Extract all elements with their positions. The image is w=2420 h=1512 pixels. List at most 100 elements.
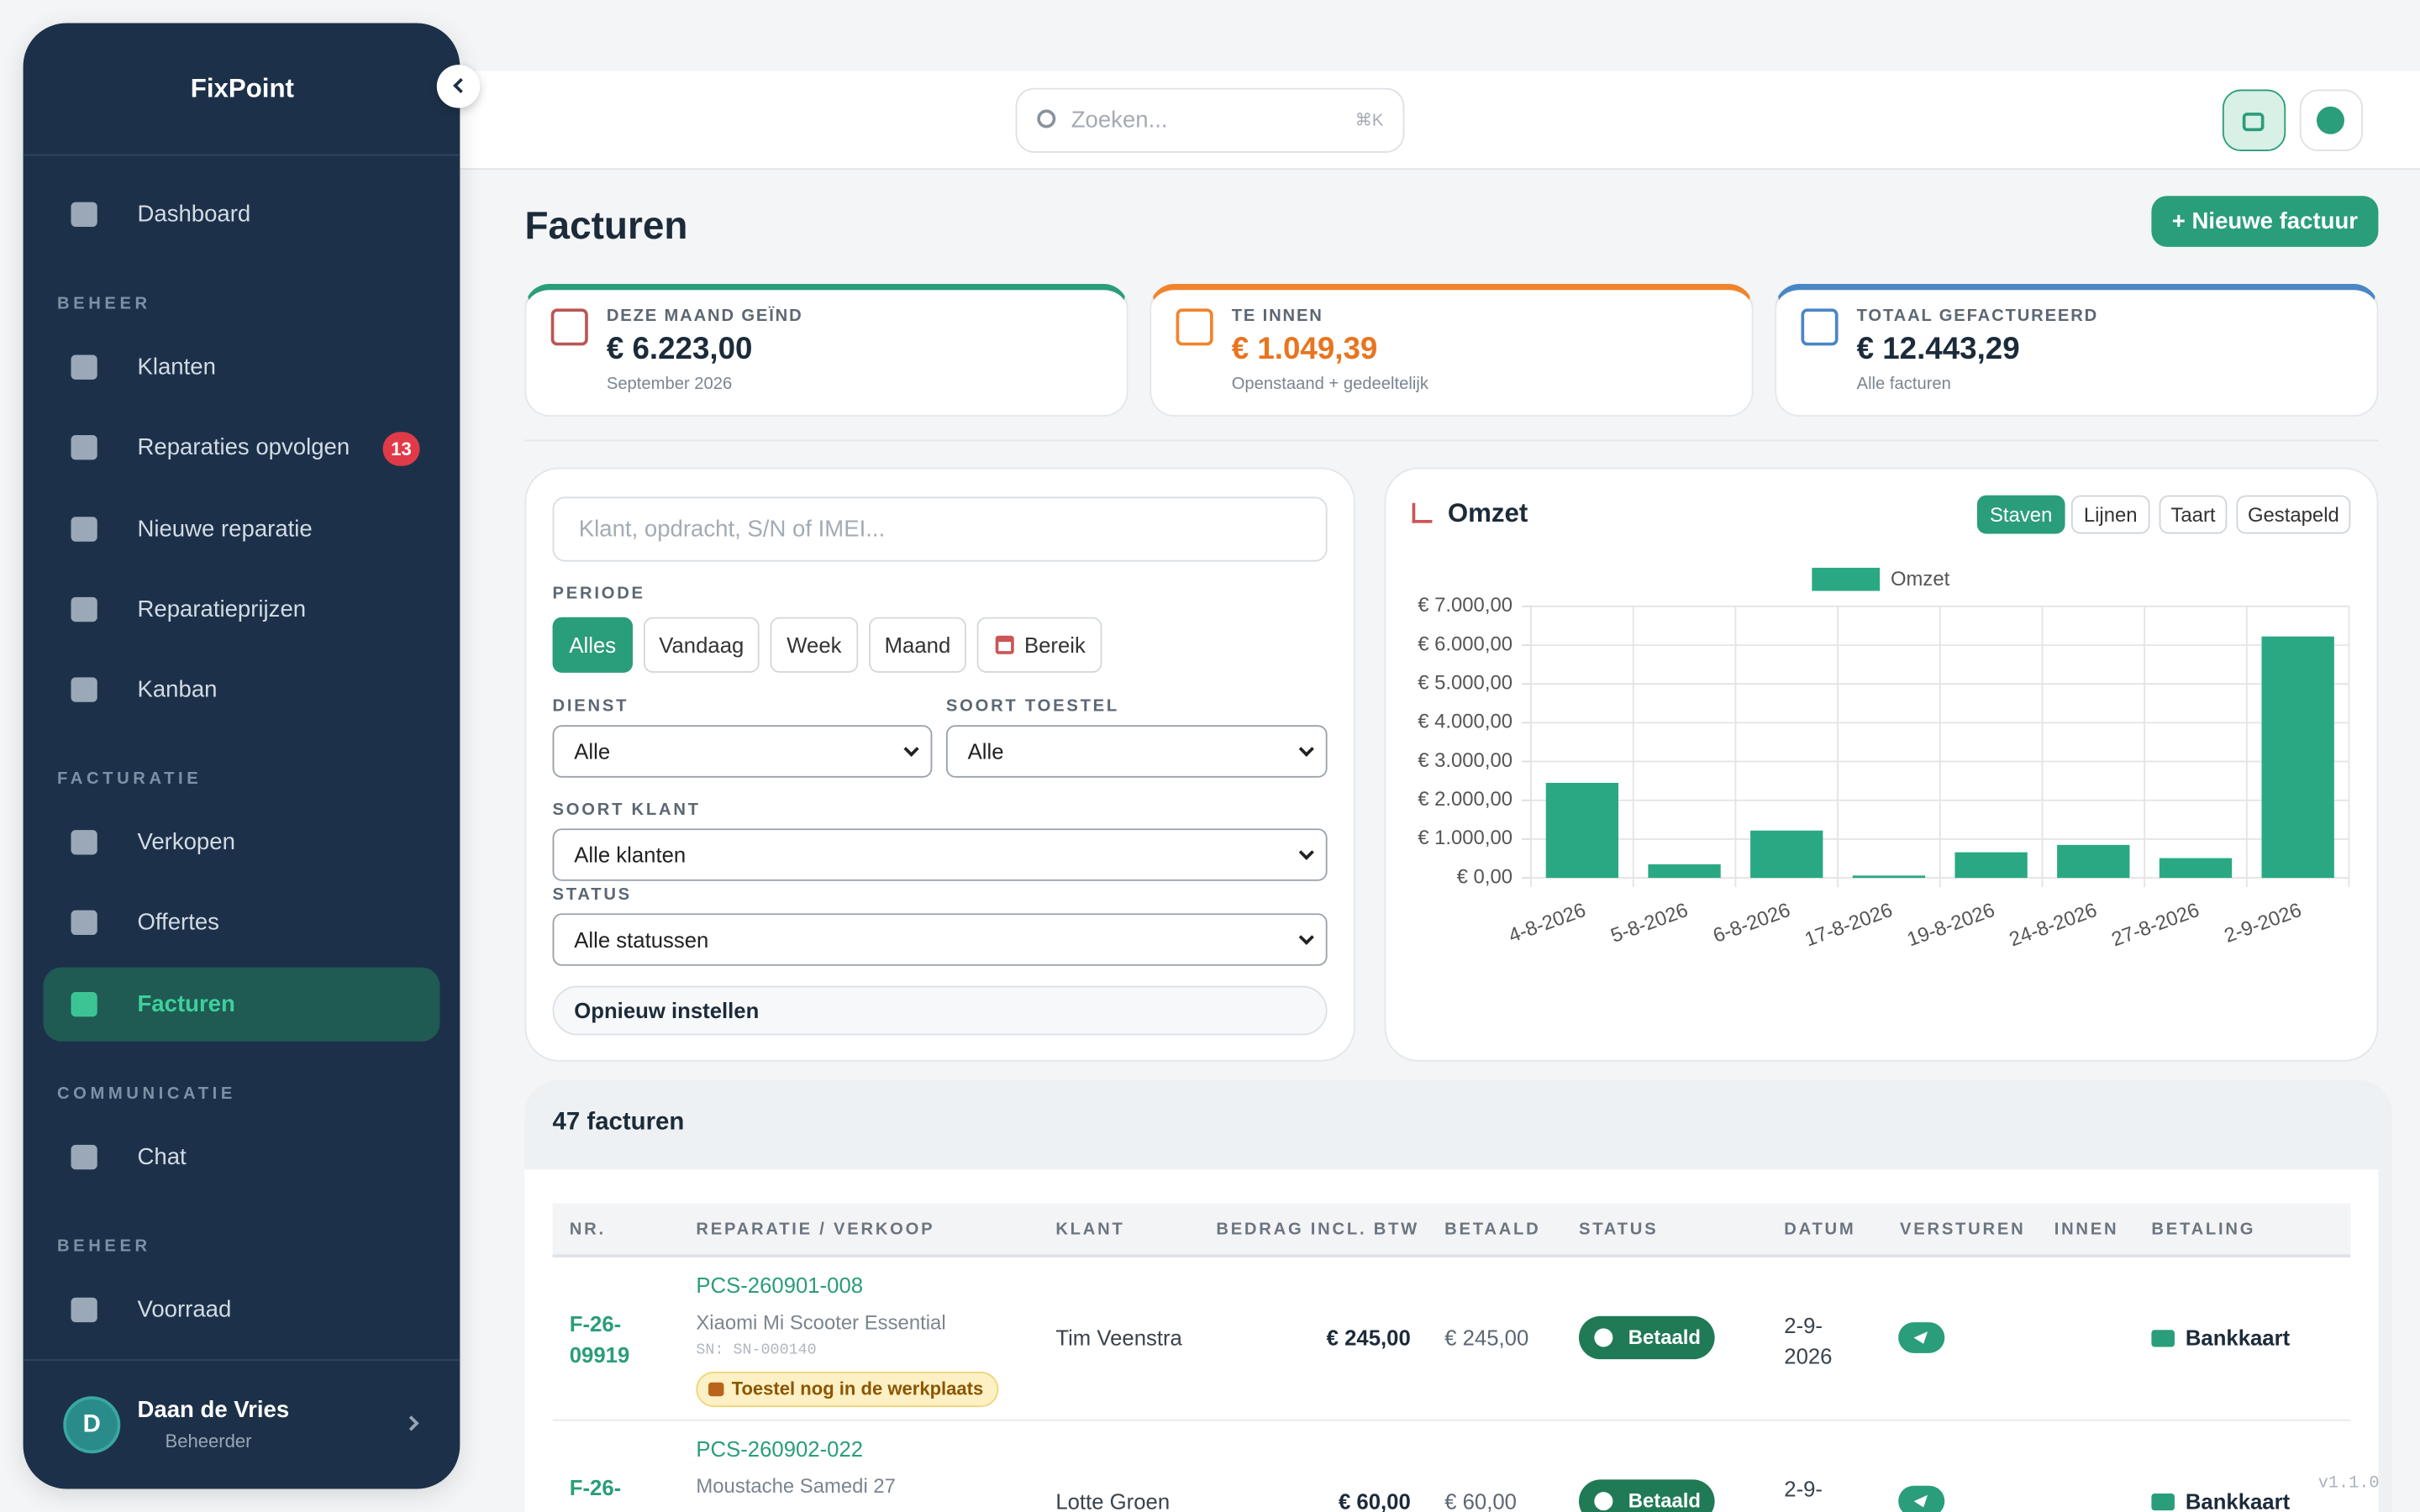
filter-search[interactable] bbox=[552, 496, 1328, 562]
sidebar-divider bbox=[23, 1359, 460, 1362]
chart-title: Omzet bbox=[1447, 498, 1528, 528]
nav-item[interactable]: Offertes bbox=[137, 910, 219, 937]
chart-type-button[interactable]: Taart bbox=[2159, 495, 2228, 534]
period-button[interactable]: Maand bbox=[869, 617, 966, 673]
chart-icon bbox=[1412, 502, 1433, 523]
avatar[interactable]: D bbox=[63, 1396, 121, 1454]
column-header: BEDRAG INCL. BTW bbox=[1216, 1220, 1419, 1239]
period-button[interactable]: Vandaag bbox=[643, 617, 760, 673]
date: 2-9-2026 bbox=[1784, 1313, 1833, 1369]
nav-item[interactable]: Voorraad bbox=[137, 1296, 232, 1324]
nav-item[interactable]: Dashboard bbox=[137, 201, 251, 228]
chart-type-button[interactable]: Staven bbox=[1976, 495, 2065, 534]
serial: SN: SN-000140 bbox=[696, 1342, 817, 1361]
search-box[interactable] bbox=[1015, 87, 1405, 153]
stat-card bbox=[1150, 283, 1754, 417]
nav-heading: BEHEER bbox=[56, 294, 151, 313]
new-invoice-button[interactable]: + Nieuwe factuur bbox=[2151, 196, 2379, 247]
amount: € 60,00 bbox=[1338, 1488, 1411, 1512]
nav-icon bbox=[71, 1144, 97, 1170]
column-header: KLANT bbox=[1055, 1220, 1125, 1239]
select-value: Alle bbox=[574, 738, 611, 764]
lock-button[interactable] bbox=[2222, 89, 2286, 152]
stat-card bbox=[1775, 283, 2379, 417]
payment-method: Bankkaart bbox=[2185, 1325, 2291, 1351]
stat-icon bbox=[550, 308, 588, 346]
invoice-number[interactable]: F-26-09919 bbox=[569, 1311, 630, 1368]
sidebar bbox=[23, 23, 460, 1489]
nav-heading: COMMUNICATIE bbox=[56, 1084, 236, 1104]
filter-label: SOORT KLANT bbox=[552, 801, 701, 820]
period-button[interactable]: Alles bbox=[552, 617, 634, 673]
payment-method: Bankkaart bbox=[2185, 1488, 2291, 1512]
repair-number[interactable]: PCS-260901-008 bbox=[696, 1273, 864, 1298]
stat-label: DEZE MAAND GEÏND bbox=[606, 307, 803, 326]
table-header bbox=[552, 1203, 2351, 1257]
filter-label: DIENST bbox=[552, 697, 629, 717]
chart-type-button[interactable]: Gestapeld bbox=[2236, 495, 2351, 534]
nav-badge[interactable]: 13 bbox=[382, 432, 420, 466]
divider bbox=[524, 439, 2379, 442]
workshop-note: Toestel nog in de werkplaats bbox=[696, 1371, 999, 1408]
select[interactable] bbox=[945, 725, 1328, 778]
nav-icon bbox=[71, 991, 97, 1016]
nav-icon bbox=[71, 354, 97, 380]
select-value: Alle bbox=[967, 738, 1004, 764]
nav-item[interactable]: Reparaties opvolgen bbox=[137, 434, 350, 461]
nav-item[interactable]: Klanten bbox=[137, 354, 216, 381]
select-value: Alle statussen bbox=[574, 927, 709, 953]
filter-label: SOORT TOESTEL bbox=[945, 697, 1120, 717]
column-header: INNEN bbox=[2054, 1220, 2119, 1239]
period-button[interactable]: Week bbox=[770, 617, 859, 673]
column-header: DATUM bbox=[1784, 1220, 1856, 1239]
nav-item[interactable]: Reparatieprijzen bbox=[137, 596, 307, 622]
nav-icon bbox=[71, 435, 97, 460]
user-name: Daan de Vries bbox=[137, 1397, 290, 1424]
column-header: REPARATIE / VERKOOP bbox=[696, 1220, 935, 1239]
column-header: VERSTUREN bbox=[1900, 1220, 2026, 1239]
nav-heading: FACTURATIE bbox=[56, 769, 203, 789]
nav-icon bbox=[71, 830, 97, 855]
repair-number[interactable]: PCS-260902-022 bbox=[696, 1436, 864, 1462]
nav-item[interactable]: Nieuwe reparatie bbox=[137, 515, 313, 542]
collapse-button[interactable] bbox=[436, 65, 481, 108]
nav-item[interactable]: Chat bbox=[137, 1143, 187, 1171]
nav-item[interactable]: Facturen bbox=[137, 990, 235, 1017]
sidebar-divider bbox=[23, 154, 460, 156]
paid: € 60,00 bbox=[1444, 1488, 1517, 1512]
stat-card bbox=[524, 283, 1128, 417]
nav-item[interactable]: Kanban bbox=[137, 676, 218, 703]
stat-value: € 1.049,39 bbox=[1231, 332, 1378, 367]
stat-sub: September 2026 bbox=[606, 375, 733, 394]
status-icon bbox=[1594, 1328, 1613, 1347]
reset-label: Opnieuw instellen bbox=[574, 998, 760, 1023]
column-header: BETAALD bbox=[1444, 1220, 1541, 1239]
select[interactable] bbox=[552, 828, 1328, 881]
payment-icon bbox=[2151, 1330, 2175, 1347]
payment-icon bbox=[2151, 1493, 2175, 1511]
nav-icon bbox=[71, 202, 97, 228]
reset-button[interactable] bbox=[552, 985, 1328, 1036]
stat-icon bbox=[1801, 308, 1839, 346]
stat-label: TOTAAL GEFACTUREERD bbox=[1856, 307, 2099, 326]
chart-panel bbox=[1384, 467, 2379, 1062]
stat-sub: Openstaand + gedeeltelijk bbox=[1231, 375, 1428, 394]
select[interactable] bbox=[552, 913, 1328, 966]
filter-label: PERIODE bbox=[552, 585, 645, 604]
stat-value: € 12.443,29 bbox=[1856, 332, 2020, 367]
nav-active-bg bbox=[43, 966, 440, 1042]
stat-icon bbox=[1176, 308, 1213, 346]
select[interactable] bbox=[552, 725, 933, 778]
nav-item[interactable]: Verkopen bbox=[137, 829, 235, 856]
row-divider bbox=[552, 1419, 2351, 1421]
customer: Tim Veenstra bbox=[1055, 1325, 1182, 1351]
topbar bbox=[460, 71, 2420, 171]
customer: Lotte Groen bbox=[1055, 1488, 1171, 1512]
invoice-number[interactable]: F-26- bbox=[569, 1474, 622, 1500]
nav-icon bbox=[71, 516, 97, 541]
search-placeholder: Zoeken... bbox=[1071, 107, 1168, 134]
select-value: Alle klanten bbox=[574, 842, 687, 868]
chart-type-button[interactable]: Lijnen bbox=[2070, 495, 2150, 534]
user-role: Beheerder bbox=[165, 1430, 252, 1452]
